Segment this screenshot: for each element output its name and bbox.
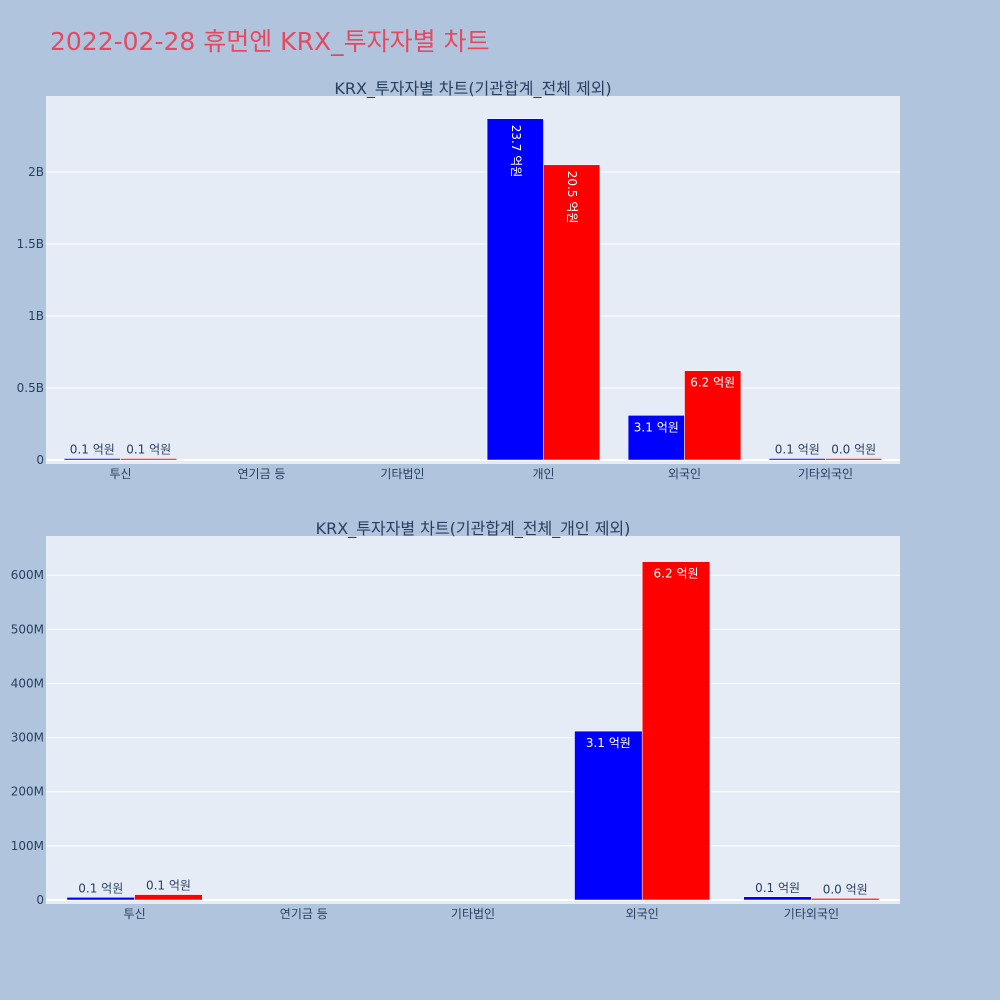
bar <box>684 370 742 461</box>
bar <box>743 896 812 901</box>
y-tick-label: 100M <box>11 839 44 853</box>
x-tick-label: 외국인 <box>668 467 701 481</box>
bar-data-label: 0.0 억원 <box>831 443 876 457</box>
x-tick-label: 연기금 등 <box>238 467 286 481</box>
x-tick-label: 연기금 등 <box>280 907 328 921</box>
bar <box>825 458 883 461</box>
x-tick-label: 기타법인 <box>451 907 495 921</box>
bar-data-label: 3.1 억원 <box>586 736 631 750</box>
y-tick-label: 600M <box>11 568 44 582</box>
bar <box>768 458 826 461</box>
x-tick-label: 기타외국인 <box>798 467 853 481</box>
bar-data-label: 23.7 억원 <box>509 125 523 178</box>
bar-data-label: 6.2 억원 <box>654 567 699 581</box>
bar <box>811 898 880 901</box>
bar-data-label: 0.1 억원 <box>755 881 800 895</box>
y-tick-label: 1B <box>28 309 44 323</box>
chart-title: KRX_투자자별 차트(기관합계_전체 제외) <box>334 79 611 99</box>
bar-data-label: 0.1 억원 <box>70 443 115 457</box>
bar-data-label: 0.1 억원 <box>775 443 820 457</box>
y-tick-label: 200M <box>11 785 44 799</box>
plot-area <box>46 536 900 904</box>
y-tick-label: 1.5B <box>17 237 44 251</box>
x-tick-label: 투신 <box>124 907 146 921</box>
bar-data-label: 0.0 억원 <box>823 882 868 896</box>
bar <box>134 894 203 901</box>
bar <box>574 730 643 901</box>
y-tick-label: 0.5B <box>17 381 44 395</box>
bar-data-label: 20.5 억원 <box>565 171 579 224</box>
x-tick-label: 개인 <box>532 467 554 481</box>
x-tick-label: 투신 <box>109 467 131 481</box>
chart-title: KRX_투자자별 차트(기관합계_전체_개인 제외) <box>316 519 631 539</box>
bar <box>486 118 544 461</box>
bar-data-label: 3.1 억원 <box>634 420 679 434</box>
x-tick-label: 기타법인 <box>380 467 424 481</box>
x-tick-label: 기타외국인 <box>784 907 839 921</box>
chart-institution-individual-excluded: 0 100M 200M 300M 400M 500M 600M KRX_투자자별 차트(기관합… <box>11 519 900 921</box>
y-tick-label: 400M <box>11 676 44 690</box>
y-tick-label: 2B <box>28 165 44 179</box>
page-title: 2022-02-28 휴먼엔 KRX_투자자별 차트 <box>50 27 490 56</box>
y-tick-label: 300M <box>11 731 44 745</box>
bar <box>641 561 711 901</box>
bar <box>66 897 135 901</box>
y-tick-label: 0 <box>36 893 44 907</box>
plot-area <box>46 96 900 464</box>
bar-data-label: 0.1 억원 <box>78 881 123 895</box>
y-tick-label: 0 <box>36 453 44 467</box>
y-tick-label: 500M <box>11 622 44 636</box>
x-tick-label: 외국인 <box>626 907 659 921</box>
bar <box>63 458 121 461</box>
bar-data-label: 6.2 억원 <box>690 376 735 390</box>
bar <box>627 415 685 461</box>
bar <box>543 164 601 461</box>
bar-data-label: 0.1 억원 <box>126 443 171 457</box>
bar <box>120 458 178 461</box>
chart-institution-excluded: 0 0.5B 1B 1.5B 2B KRX_투자자별 차트(기관합계_전체 제외) 투신 0.… <box>17 79 900 481</box>
bar-data-label: 0.1 억원 <box>146 879 191 893</box>
